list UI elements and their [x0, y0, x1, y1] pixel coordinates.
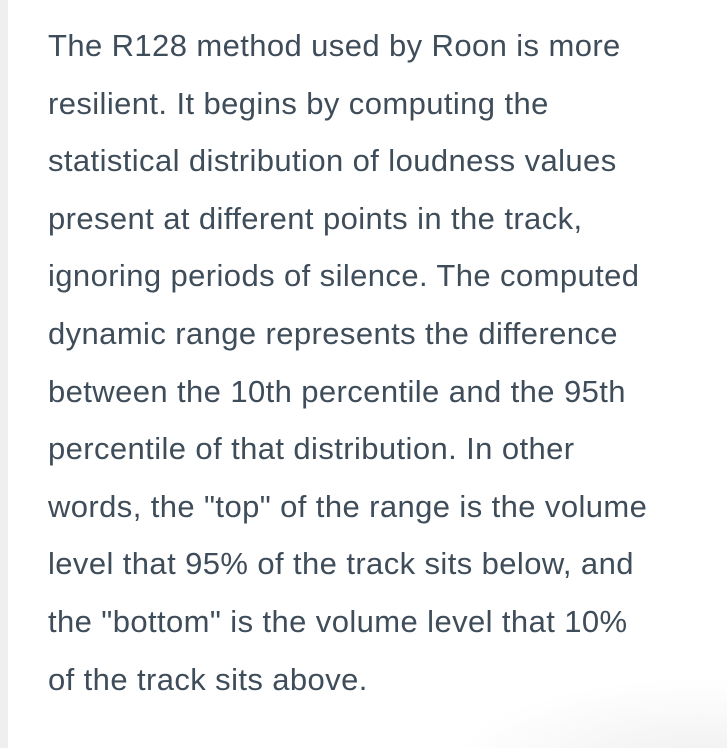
paragraph-text: The R128 method used by Roon is more resi… [48, 17, 707, 708]
paragraph-line: words, the "top" of the range is the vol… [48, 488, 648, 524]
paragraph-line: The R128 method used by Roon is more [48, 28, 621, 63]
paragraph-line: the "bottom" is the volume level that 10… [48, 603, 628, 639]
paragraph-line: ignoring periods of silence. The compute… [48, 258, 640, 294]
paragraph-line: resilient. It begins by computing the [48, 85, 549, 121]
article-content: The R128 method used by Roon is more resi… [48, 17, 707, 708]
paragraph-line: level that 95% of the track sits below, … [48, 546, 634, 582]
paragraph-line: percentile of that distribution. In othe… [48, 431, 575, 467]
paragraph-line: of the track sits above. [48, 661, 368, 697]
paragraph-line: between the 10th percentile and the 95th [48, 373, 626, 409]
paragraph-line: statistical distribution of loudness val… [48, 143, 617, 179]
paragraph-line: present at different points in the track… [48, 200, 583, 236]
left-edge-strip [0, 0, 8, 748]
paragraph-line: dynamic range represents the difference [48, 315, 618, 351]
